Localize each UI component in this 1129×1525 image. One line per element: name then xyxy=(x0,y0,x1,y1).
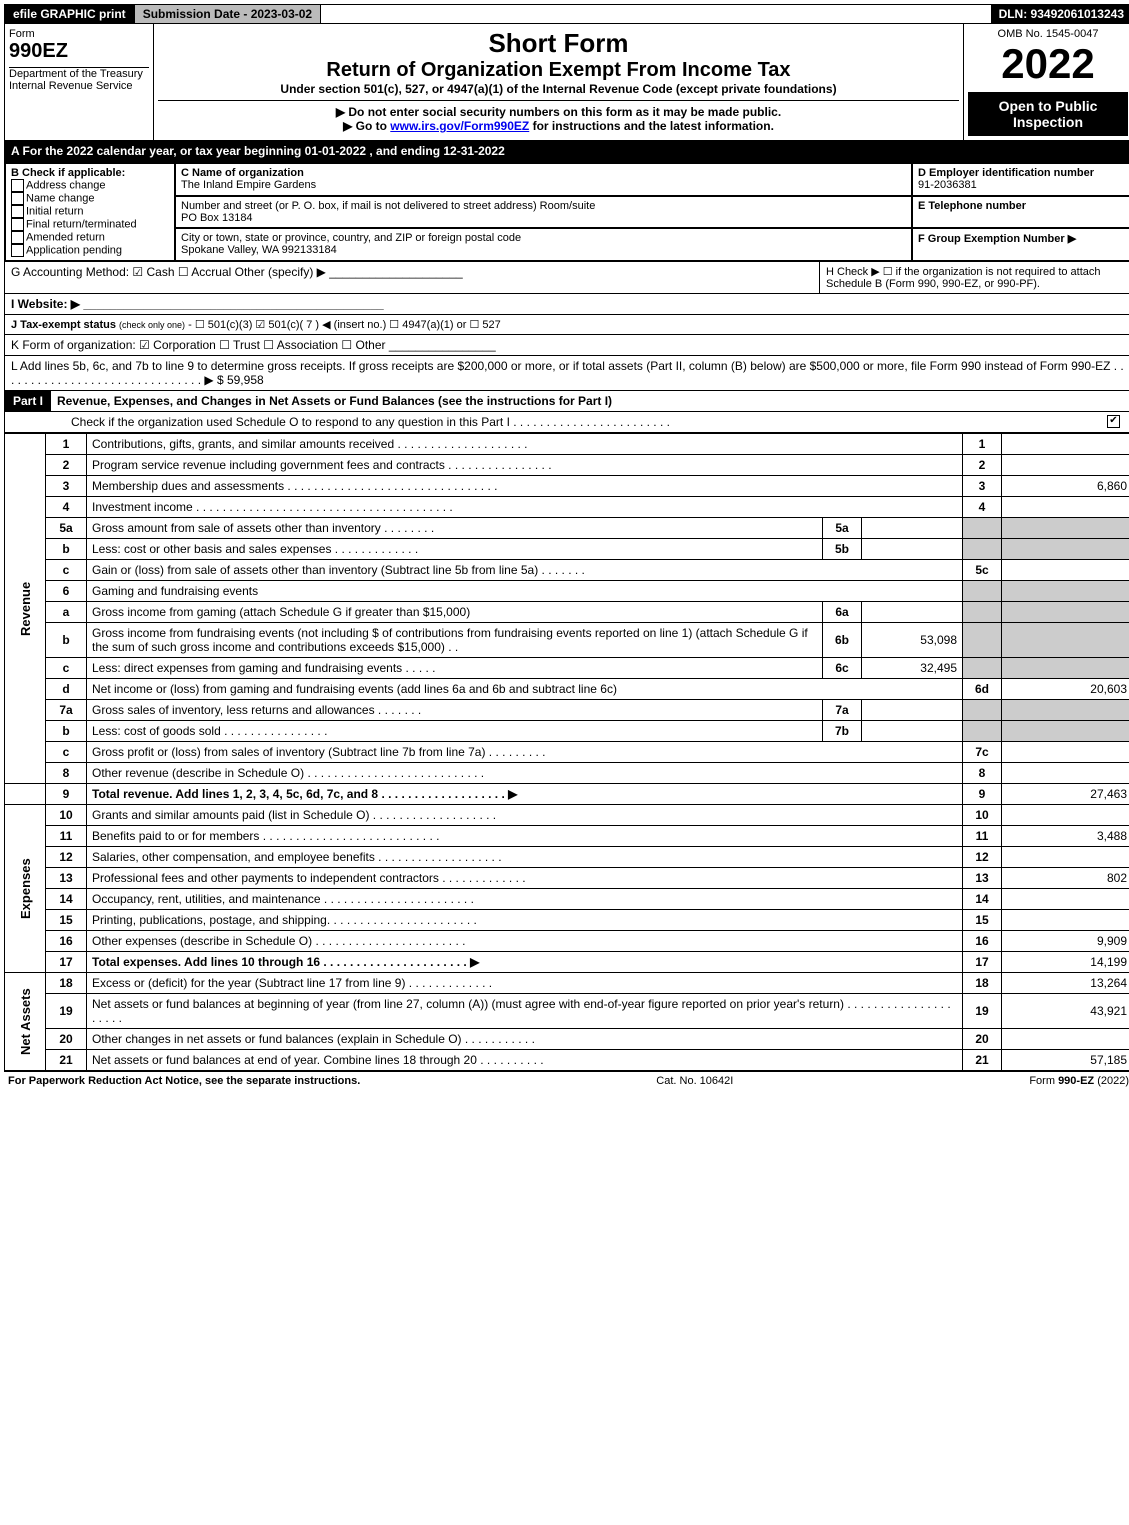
section-d: D Employer identification number 91-2036… xyxy=(912,163,1129,196)
cat-no: Cat. No. 10642I xyxy=(656,1075,733,1087)
open-inspection: Open to Public Inspection xyxy=(968,92,1128,136)
section-e: E Telephone number xyxy=(912,196,1129,229)
section-k: K Form of organization: ☑ Corporation ☐ … xyxy=(4,335,1129,356)
omb-number: OMB No. 1545-0047 xyxy=(968,28,1128,40)
line-13-value: 802 xyxy=(1002,868,1129,889)
main-title: Return of Organization Exempt From Incom… xyxy=(158,59,959,82)
form-label: Form xyxy=(9,28,149,40)
line-21-value: 57,185 xyxy=(1002,1050,1129,1071)
line-9-value: 27,463 xyxy=(1002,784,1129,805)
section-c-name: C Name of organization The Inland Empire… xyxy=(175,163,912,196)
section-b: B Check if applicable: Address change Na… xyxy=(5,163,175,261)
line-16-value: 9,909 xyxy=(1002,931,1129,952)
line-18-value: 13,264 xyxy=(1002,973,1129,994)
line-3-value: 6,860 xyxy=(1002,476,1129,497)
dept-treasury: Department of the Treasury xyxy=(9,68,149,80)
irs-label: Internal Revenue Service xyxy=(9,80,149,92)
dln: DLN: 93492061013243 xyxy=(991,5,1129,23)
line-6c-value: 32,495 xyxy=(862,658,963,679)
section-j: J Tax-exempt status (check only one) - ☐… xyxy=(4,315,1129,335)
subtitle: Under section 501(c), 527, or 4947(a)(1)… xyxy=(158,82,959,96)
paperwork-notice: For Paperwork Reduction Act Notice, see … xyxy=(8,1075,360,1087)
section-f: F Group Exemption Number ▶ xyxy=(912,228,1129,261)
submission-date: Submission Date - 2023-03-02 xyxy=(135,5,321,23)
form-header: Form 990EZ Department of the Treasury In… xyxy=(4,24,1129,141)
line-6d-value: 20,603 xyxy=(1002,679,1129,700)
section-h: H Check ▶ ☐ if the organization is not r… xyxy=(819,262,1129,293)
efile-print[interactable]: efile GRAPHIC print xyxy=(5,5,135,23)
tax-year: 2022 xyxy=(968,40,1128,88)
section-a: A For the 2022 calendar year, or tax yea… xyxy=(4,141,1129,162)
goto-note: ▶ Go to www.irs.gov/Form990EZ for instru… xyxy=(158,119,959,133)
part-i-title: Revenue, Expenses, and Changes in Net As… xyxy=(51,391,618,411)
section-c-city: City or town, state or province, country… xyxy=(175,228,912,261)
section-i: I Website: ▶ ___________________________… xyxy=(4,294,1129,315)
short-form-title: Short Form xyxy=(158,28,959,59)
line-6b-value: 53,098 xyxy=(862,623,963,658)
net-assets-label: Net Assets xyxy=(5,973,46,1071)
line-19-value: 43,921 xyxy=(1002,994,1129,1029)
ssn-warning: ▶ Do not enter social security numbers o… xyxy=(158,105,959,119)
part-i-table: Revenue 1 Contributions, gifts, grants, … xyxy=(4,433,1129,1071)
revenue-label: Revenue xyxy=(5,434,46,784)
expenses-label: Expenses xyxy=(5,805,46,973)
schedule-o-checkbox[interactable] xyxy=(1107,415,1120,428)
line-11-value: 3,488 xyxy=(1002,826,1129,847)
section-g: G Accounting Method: ☑ Cash ☐ Accrual Ot… xyxy=(5,262,819,293)
part-i-check-note: Check if the organization used Schedule … xyxy=(71,415,670,429)
org-info-grid: B Check if applicable: Address change Na… xyxy=(4,162,1129,262)
section-c-street: Number and street (or P. O. box, if mail… xyxy=(175,196,912,229)
section-l: L Add lines 5b, 6c, and 7b to line 9 to … xyxy=(4,356,1129,391)
page-footer: For Paperwork Reduction Act Notice, see … xyxy=(4,1071,1129,1090)
irs-link[interactable]: www.irs.gov/Form990EZ xyxy=(390,119,529,133)
line-17-value: 14,199 xyxy=(1002,952,1129,973)
form-footer: Form 990-EZ (2022) xyxy=(1029,1075,1129,1087)
form-number: 990EZ xyxy=(9,40,149,63)
part-i-label: Part I xyxy=(5,391,51,411)
top-bar: efile GRAPHIC print Submission Date - 20… xyxy=(4,4,1129,24)
